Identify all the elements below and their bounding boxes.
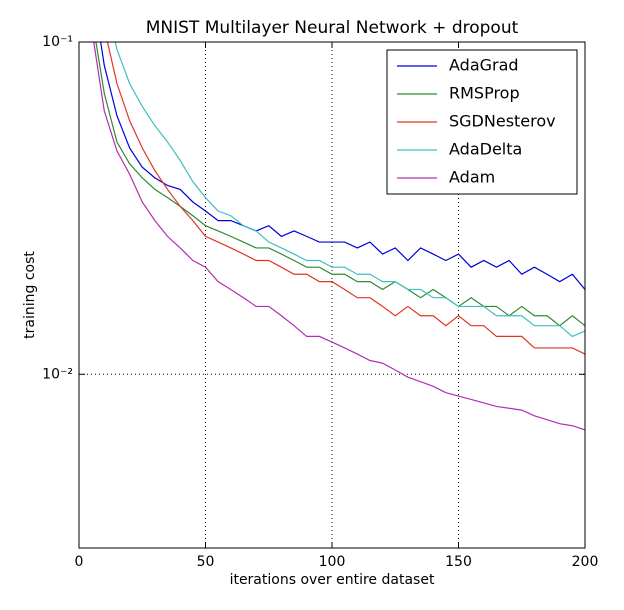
series-line — [106, 42, 585, 355]
x-tick-label: 200 — [572, 554, 599, 570]
legend-label: SGDNesterov — [449, 112, 556, 131]
x-tick-label: 50 — [197, 554, 215, 570]
x-axis-label: iterations over entire dataset — [230, 572, 435, 588]
plot-frame — [78, 41, 586, 549]
x-tick-label: 150 — [445, 554, 472, 570]
plot-lines — [93, 42, 585, 431]
x-tick-label: 100 — [319, 554, 346, 570]
legend-label: RMSProp — [449, 84, 520, 103]
series-line — [93, 42, 585, 431]
series-line — [100, 42, 585, 290]
y-tick-label: 10⁻¹ — [42, 34, 73, 50]
series-line — [95, 42, 585, 327]
y-tick-label: 10⁻² — [42, 366, 73, 382]
series-line — [114, 42, 585, 338]
x-tick-label: 0 — [75, 554, 84, 570]
chart-title: MNIST Multilayer Neural Network + dropou… — [146, 18, 519, 38]
legend-label: AdaDelta — [449, 140, 522, 159]
legend-label: AdaGrad — [449, 56, 519, 75]
legend-label: Adam — [449, 168, 495, 187]
y-axis-label: training cost — [22, 251, 38, 339]
